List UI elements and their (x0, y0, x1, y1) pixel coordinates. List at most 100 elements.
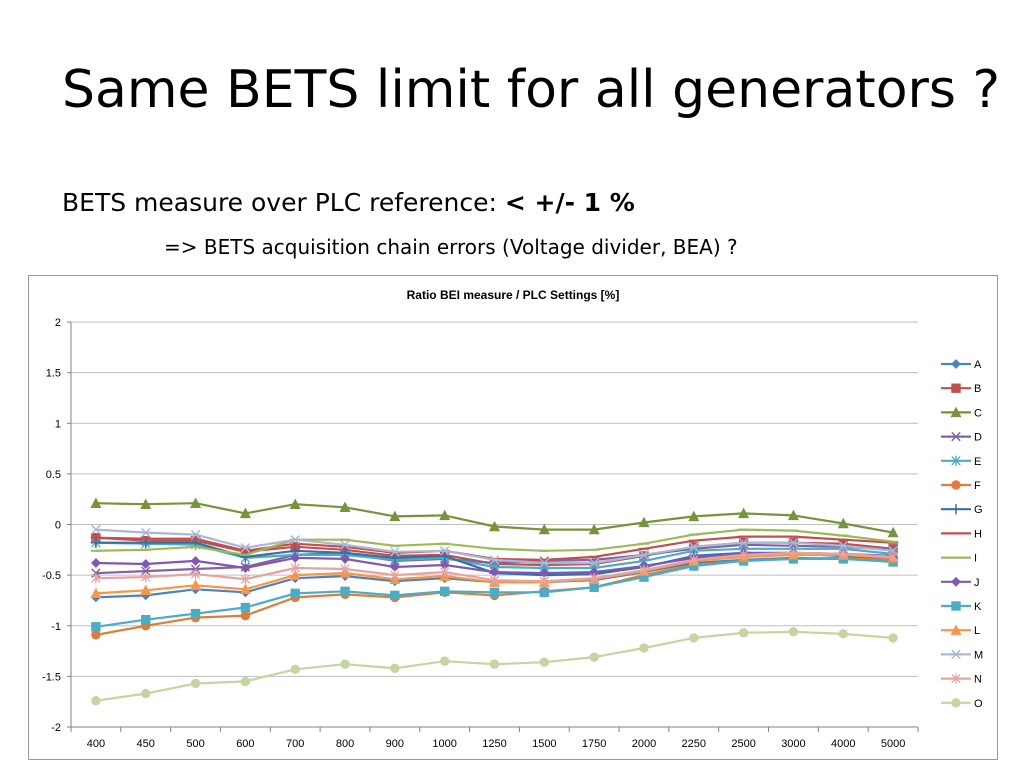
x-tick-label: 3000 (781, 738, 805, 750)
x-tick-label: 2000 (632, 738, 656, 750)
data-point-c (488, 520, 501, 532)
data-point-n (689, 554, 699, 566)
data-point-n (141, 571, 151, 583)
data-point-m (539, 558, 550, 568)
legend-label: E (974, 456, 981, 468)
data-point-m (589, 558, 599, 568)
data-point-k (489, 587, 500, 598)
data-point-o (439, 656, 450, 666)
data-point-m (689, 542, 699, 552)
legend-item-f: F (941, 480, 981, 492)
legend-marker (951, 673, 961, 684)
legend-item-j: J (941, 577, 980, 589)
data-point-c (588, 523, 600, 535)
legend-item-m: M (941, 649, 983, 661)
data-point-j (290, 553, 301, 563)
data-point-g (439, 550, 450, 562)
data-point-l (239, 583, 251, 594)
data-point-m (190, 529, 201, 540)
data-point-k (340, 586, 350, 597)
data-point-o (838, 629, 848, 639)
series-group (90, 497, 899, 706)
legend-item-c: C (941, 406, 982, 419)
legend-label: I (974, 553, 977, 565)
data-point-o (290, 664, 300, 674)
legend-marker (950, 504, 962, 515)
series-c (90, 497, 899, 538)
data-point-c (439, 509, 451, 521)
data-point-k (240, 602, 251, 613)
data-point-l (140, 584, 152, 596)
data-point-m (91, 524, 101, 535)
data-point-l (90, 587, 102, 599)
data-point-c (90, 497, 102, 508)
data-point-n (290, 562, 300, 574)
legend-marker (951, 383, 961, 393)
data-point-l (289, 569, 301, 580)
data-point-c (140, 498, 152, 509)
legend-label: L (974, 625, 980, 637)
data-point-o (689, 633, 699, 643)
data-point-c (738, 507, 750, 519)
x-tick-label: 5000 (881, 738, 905, 750)
x-tick-label: 2500 (731, 738, 755, 750)
y-tick-label: 1 (55, 418, 61, 430)
y-tick-label: 0 (55, 520, 61, 532)
y-tick-label: 0.5 (46, 469, 61, 481)
data-point-k (91, 622, 101, 632)
data-point-o (390, 663, 400, 673)
y-tick-label: -1.5 (42, 671, 61, 683)
legend-marker (951, 359, 961, 369)
data-point-g (90, 537, 102, 548)
data-point-k (190, 608, 201, 619)
x-tick-label: 700 (286, 738, 304, 750)
data-point-m (788, 537, 799, 548)
x-tick-label: 4000 (831, 738, 855, 750)
subtitle-line2: => BETS acquisition chain errors (Voltag… (164, 235, 738, 259)
legend-item-n: N (941, 673, 982, 686)
chart-container: Ratio BEI measure / PLC Settings [%] 2 1.… (28, 275, 998, 760)
data-point-n (639, 564, 649, 576)
legend-item-a: A (941, 359, 982, 371)
legend-label: G (974, 504, 983, 516)
data-point-j (240, 563, 251, 573)
data-point-n (91, 572, 101, 584)
data-point-o (639, 643, 649, 653)
data-point-g (240, 551, 251, 563)
data-point-n (390, 569, 400, 581)
data-point-o (190, 678, 201, 689)
data-point-n (589, 572, 599, 584)
legend-marker (950, 406, 962, 418)
x-tick-label: 800 (336, 738, 354, 750)
data-point-c (339, 501, 351, 512)
data-point-k (290, 588, 300, 599)
data-point-j (91, 558, 101, 568)
data-point-n (190, 568, 201, 580)
legend-item-i: I (941, 553, 977, 565)
data-point-m (838, 541, 848, 551)
x-tick-label: 900 (386, 738, 404, 750)
data-point-j (340, 554, 350, 564)
legend-label: D (974, 432, 982, 444)
data-point-l (190, 579, 202, 590)
legend-label: O (974, 698, 983, 710)
legend-label: C (974, 407, 982, 419)
series-n (91, 547, 898, 587)
data-point-m (290, 534, 300, 545)
subtitle-emphasis: < +/- 1 % (504, 188, 635, 217)
data-point-m (489, 555, 500, 565)
data-point-o (240, 676, 251, 687)
legend-label: H (974, 528, 982, 540)
x-tick-label: 450 (137, 738, 155, 750)
y-tick-label: -0.5 (42, 570, 61, 582)
subtitle: BETS measure over PLC reference: < +/- 1… (62, 188, 635, 217)
legend-item-g: G (941, 504, 983, 516)
legend-marker (951, 698, 961, 708)
data-point-k (439, 586, 450, 597)
data-point-c (239, 507, 251, 519)
data-point-f (240, 610, 251, 621)
x-tick-label: 400 (87, 738, 105, 750)
x-tick-label: 600 (236, 738, 254, 750)
data-point-n (440, 566, 450, 578)
